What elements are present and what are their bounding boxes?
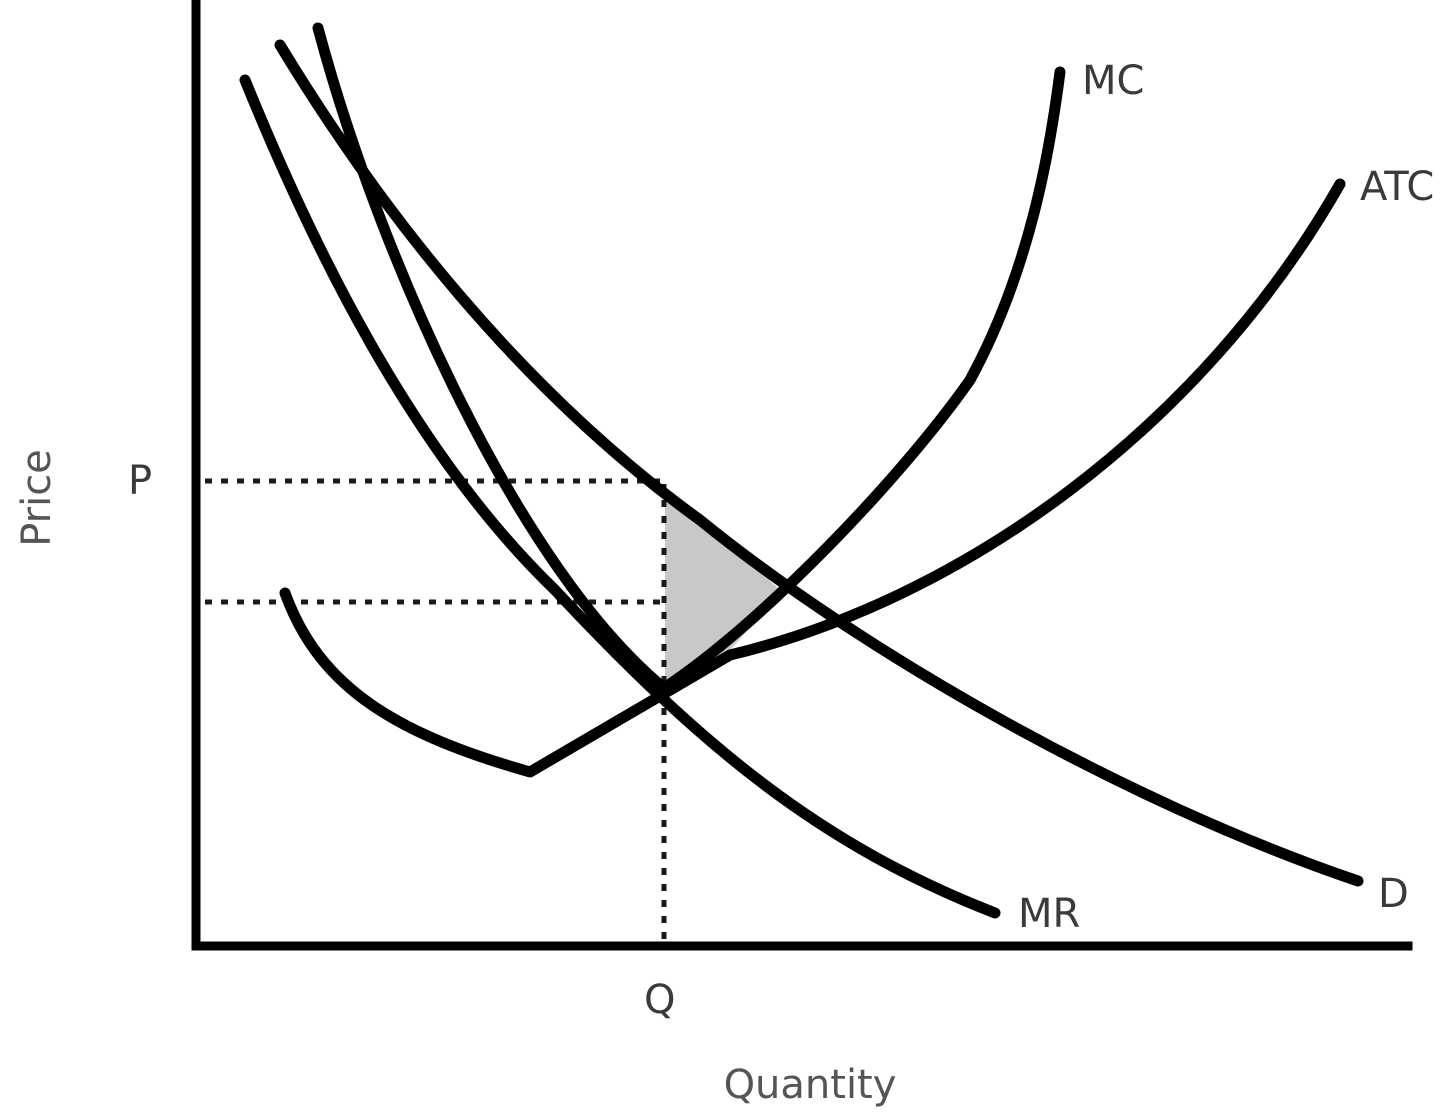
mc-curve	[312, 22, 1066, 694]
demand-curve	[274, 39, 1364, 887]
quantity-point-label: Q	[644, 977, 675, 1023]
demand-label: D	[1378, 871, 1409, 917]
y-axis-title: Price	[14, 449, 60, 547]
atc-curve	[279, 178, 1346, 778]
mr-curve	[239, 74, 1001, 919]
mc-label: MC	[1082, 58, 1144, 104]
atc-label: ATC	[1360, 164, 1434, 210]
x-axis-title: Quantity	[724, 1062, 897, 1108]
price-point-label: P	[128, 458, 152, 504]
mr-label: MR	[1018, 891, 1080, 937]
shaded-area	[665, 492, 782, 688]
